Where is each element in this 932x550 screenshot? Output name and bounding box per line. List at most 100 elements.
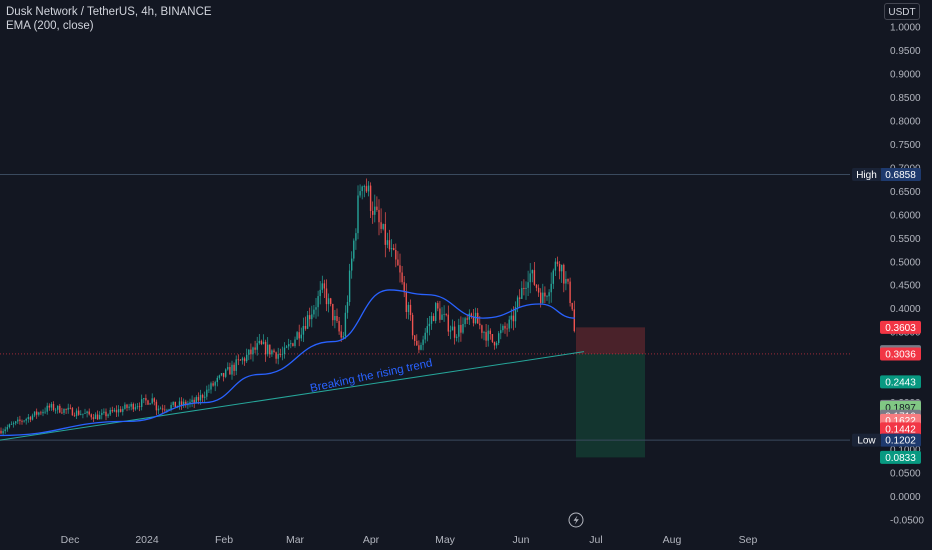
candle-body bbox=[393, 248, 395, 251]
candle-body bbox=[334, 315, 336, 321]
candle-body bbox=[248, 349, 250, 355]
candle-body bbox=[78, 410, 80, 415]
price-labels: 0.6858High0.36030.30850.30360.24430.1921… bbox=[852, 168, 921, 464]
candle-body bbox=[348, 270, 351, 303]
candle-body bbox=[149, 403, 151, 405]
candle-body bbox=[73, 415, 76, 417]
candle-body bbox=[367, 185, 370, 192]
chart-legend: Dusk Network / TetherUS, 4h, BINANCE EMA… bbox=[6, 5, 212, 33]
candle-body bbox=[531, 270, 533, 274]
candle-body bbox=[525, 287, 527, 289]
candle-body bbox=[250, 349, 252, 355]
candle-body bbox=[153, 398, 155, 402]
candle-body bbox=[258, 340, 260, 344]
candle-body bbox=[210, 383, 212, 390]
candle-body bbox=[311, 314, 313, 320]
price-tick-label: 0.4000 bbox=[890, 304, 921, 315]
candle-body bbox=[231, 364, 233, 375]
indicator-title: EMA (200, close) bbox=[6, 20, 94, 32]
candle-body bbox=[80, 414, 82, 415]
candle-body bbox=[340, 331, 342, 338]
candle-body bbox=[199, 394, 202, 401]
candle-body bbox=[537, 287, 540, 293]
candle-body bbox=[462, 324, 464, 333]
candle-body bbox=[481, 325, 483, 333]
candle-body bbox=[92, 417, 95, 419]
candle-body bbox=[443, 313, 445, 315]
candle-body bbox=[180, 401, 183, 406]
candle-body bbox=[52, 404, 55, 410]
candle-body bbox=[361, 186, 363, 192]
price-tick-label: 0.6000 bbox=[890, 210, 921, 221]
candle-body bbox=[59, 405, 61, 413]
candle-body bbox=[283, 347, 286, 354]
price-tick-label: 0.4500 bbox=[890, 281, 921, 292]
candle-body bbox=[296, 332, 298, 340]
candle-body bbox=[378, 210, 380, 223]
lightning-icon[interactable] bbox=[568, 512, 584, 528]
candle-body bbox=[447, 314, 449, 332]
candle-body bbox=[172, 401, 174, 405]
price-label-text: 0.3603 bbox=[885, 323, 916, 334]
time-tick-label: Mar bbox=[286, 534, 305, 546]
candle-body bbox=[29, 417, 32, 420]
level-tag-text: High bbox=[856, 170, 877, 181]
candle-body bbox=[96, 414, 99, 420]
candle-body bbox=[435, 303, 437, 321]
candle-body bbox=[363, 186, 365, 187]
candle-body bbox=[111, 410, 113, 412]
candle-body bbox=[483, 332, 485, 333]
candle-body bbox=[128, 406, 130, 408]
candle-body bbox=[10, 424, 13, 425]
candle-body bbox=[212, 383, 214, 386]
candle-body bbox=[458, 324, 460, 337]
candle-body bbox=[464, 318, 466, 325]
ema-200-line bbox=[0, 289, 576, 437]
candle-body bbox=[445, 313, 447, 315]
price-tick-label: 0.1000 bbox=[890, 445, 921, 456]
candle-body bbox=[504, 325, 506, 329]
level-tag-text: Low bbox=[857, 436, 876, 447]
candle-body bbox=[508, 319, 510, 329]
candle-body bbox=[561, 264, 563, 272]
candle-body bbox=[424, 332, 426, 340]
candle-body bbox=[23, 420, 25, 422]
candle-body bbox=[206, 389, 208, 397]
time-tick-label: Feb bbox=[215, 534, 233, 546]
candle-body bbox=[267, 344, 269, 355]
time-tick-label: Sep bbox=[739, 534, 758, 546]
candle-body bbox=[319, 289, 321, 297]
candle-body bbox=[42, 411, 44, 414]
candle-body bbox=[36, 411, 38, 415]
candle-body bbox=[94, 414, 97, 419]
candle-body bbox=[4, 429, 6, 432]
candle-body bbox=[495, 342, 498, 346]
candle-body bbox=[197, 397, 200, 401]
candle-body bbox=[294, 339, 296, 346]
candle-body bbox=[346, 302, 349, 313]
candle-body bbox=[220, 373, 223, 376]
candle-body bbox=[437, 303, 439, 309]
candle-body bbox=[422, 339, 424, 345]
candle-body bbox=[432, 316, 435, 321]
candle-body bbox=[136, 406, 139, 408]
currency-button[interactable]: USDT bbox=[884, 3, 920, 20]
candle-body bbox=[214, 382, 216, 386]
candle-body bbox=[50, 404, 53, 408]
candle-body bbox=[426, 326, 428, 333]
candle-body bbox=[506, 328, 508, 330]
candle-body bbox=[338, 321, 340, 332]
candle-body bbox=[554, 261, 557, 271]
candle-body bbox=[38, 412, 40, 415]
candle-body bbox=[235, 359, 237, 371]
price-tick-label: 0.7500 bbox=[890, 140, 921, 151]
candle-body bbox=[411, 314, 414, 336]
candle-body bbox=[183, 401, 185, 406]
price-label-text: 0.2443 bbox=[885, 377, 916, 388]
candle-body bbox=[523, 287, 525, 289]
price-label-text: 0.6858 bbox=[885, 170, 916, 181]
candle-body bbox=[382, 224, 384, 229]
candle-body bbox=[365, 186, 368, 192]
candle-body bbox=[115, 409, 118, 413]
